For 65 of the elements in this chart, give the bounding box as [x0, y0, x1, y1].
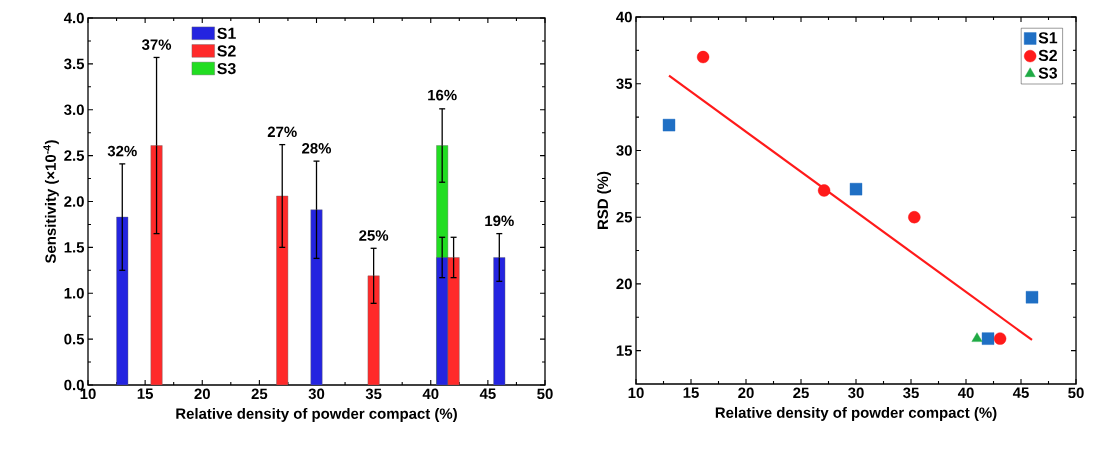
legend-label: S1	[217, 27, 236, 39]
annotation: 28%	[302, 143, 332, 154]
point	[971, 332, 983, 342]
y-tick-label: 1.0	[64, 287, 84, 299]
bar	[493, 257, 506, 385]
y-tick-label: 25	[616, 211, 633, 223]
x-tick-label: 20	[194, 388, 210, 400]
legend-label: S1	[1038, 32, 1058, 44]
x-tick-label: 45	[479, 388, 496, 399]
x-tick-label: 35	[365, 388, 382, 400]
y-tick-label: 2.5	[64, 150, 85, 161]
annotation: 19%	[485, 215, 514, 227]
y-tick-label: 1.5	[64, 242, 85, 253]
x-axis-title: Relative density of powder compact (%)	[176, 407, 457, 422]
y-tick-label: 3.5	[64, 58, 85, 70]
bar	[447, 257, 460, 385]
x-axis-title: Relative density of powder compact (%)	[715, 406, 997, 421]
legend-label: S3	[1038, 67, 1058, 79]
x-tick-label: 25	[251, 388, 268, 400]
point	[662, 118, 676, 132]
x-tick-label: 35	[903, 387, 919, 399]
x-tick-label: 50	[1068, 387, 1084, 399]
annotation: 32%	[107, 145, 137, 157]
y-axis-title: RSD (%)	[597, 171, 612, 229]
point	[993, 332, 1007, 345]
x-tick-label: 25	[793, 387, 809, 399]
legend-label: S3	[217, 62, 236, 75]
annotation: 37%	[141, 39, 172, 50]
y-tick-label: 0.5	[64, 333, 85, 345]
annotation: 16%	[428, 89, 457, 101]
bar	[150, 145, 163, 385]
bar	[436, 257, 449, 385]
x-tick-label: 15	[683, 387, 699, 398]
x-tick-label: 40	[957, 387, 974, 399]
x-tick-label: 30	[848, 387, 864, 399]
y-tick-label: 2.0	[64, 196, 84, 207]
y-axis-title: Sensitivity (×10$^{-4}$)	[43, 140, 59, 264]
point	[1025, 291, 1039, 304]
bar	[310, 209, 323, 385]
y-tick-label: 35	[616, 78, 633, 90]
x-tick-label: 45	[1012, 387, 1029, 398]
y-tick-label: 3.0	[64, 104, 84, 116]
bar	[116, 216, 129, 385]
x-tick-label: 10	[628, 387, 644, 399]
annotation: 25%	[359, 230, 389, 241]
y-tick-label: 15	[616, 345, 633, 356]
point	[849, 182, 863, 196]
legend-label: S2	[1038, 49, 1057, 62]
point	[981, 332, 995, 345]
x-tick-label: 30	[308, 388, 325, 400]
y-tick-label: 20	[616, 278, 632, 290]
bar	[367, 275, 380, 385]
legend-label: S2	[217, 45, 236, 57]
x-tick-label: 15	[137, 388, 154, 399]
x-tick-label: 20	[738, 387, 754, 399]
x-tick-label: 50	[537, 388, 553, 400]
point	[908, 211, 921, 224]
annotation: 27%	[267, 126, 297, 138]
bar	[276, 195, 289, 385]
y-tick-label: 4.0	[63, 12, 84, 24]
point	[696, 50, 710, 64]
point	[817, 184, 831, 197]
x-tick-label: 40	[422, 388, 439, 400]
y-tick-label: 40	[616, 11, 632, 23]
y-tick-label: 30	[616, 145, 632, 156]
